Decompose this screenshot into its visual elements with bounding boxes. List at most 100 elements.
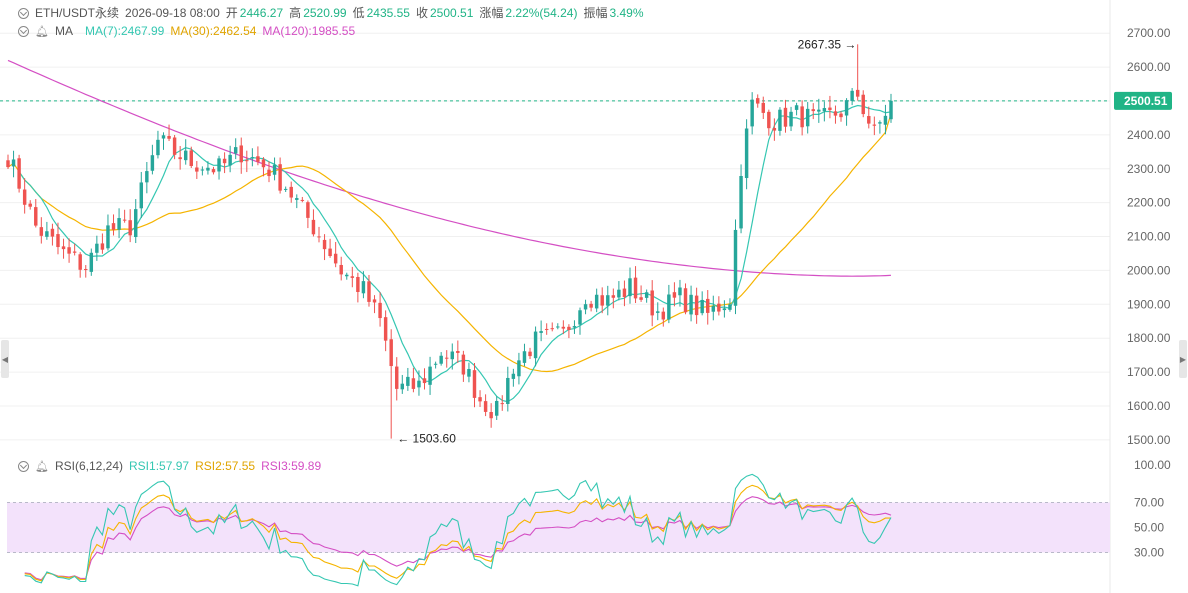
candle-body	[50, 228, 55, 237]
candle-body	[794, 105, 799, 110]
candle-body	[855, 89, 860, 97]
candle-body	[17, 158, 21, 189]
candle-body	[561, 326, 566, 329]
candle-body	[739, 176, 743, 229]
candle-body	[539, 331, 543, 333]
visibility-toggle-icon[interactable]	[18, 8, 29, 19]
candle-body	[89, 252, 94, 272]
candle-body	[606, 295, 610, 306]
candle-body	[450, 351, 454, 360]
rsi2-value: RSI2:57.55	[195, 459, 256, 473]
candle-body	[100, 243, 105, 250]
candle-body	[728, 304, 732, 310]
candle-body	[622, 288, 627, 297]
ma-legend: 🔔︎ MA MA(7):2467.99 MA(30):2462.54 MA(120):1…	[18, 23, 361, 40]
rsi-label: RSI(6,12,24)	[54, 459, 124, 473]
change-value: 2.22%(54.24)	[505, 6, 578, 20]
candle-body	[822, 108, 827, 112]
ma120-value: MA(120):1985.55	[262, 24, 356, 38]
candle-body	[411, 378, 416, 389]
rsi-lines	[24, 473, 892, 587]
rsi3-line	[24, 496, 892, 581]
price-tick-label: 1600.00	[1127, 399, 1171, 413]
rsi2-line	[24, 484, 891, 582]
candle-body	[233, 147, 238, 154]
candle-body	[256, 156, 260, 162]
visibility-toggle-icon[interactable]	[18, 26, 29, 37]
candle-body	[95, 243, 99, 253]
candle-body	[578, 310, 582, 325]
rsi1-value: RSI1:57.97	[129, 459, 190, 473]
candle-body	[172, 137, 177, 155]
visibility-toggle-icon[interactable]	[18, 461, 29, 472]
price-tick-label: 1700.00	[1127, 365, 1171, 379]
price-tick-label: 1900.00	[1127, 297, 1171, 311]
candle-body	[117, 218, 121, 230]
candle-body	[150, 155, 155, 171]
ma7-value: MA(7):2467.99	[84, 24, 165, 38]
candle-body	[122, 219, 127, 221]
high-value: 2520.99	[303, 6, 347, 20]
candle-body	[811, 109, 815, 112]
candle-body	[84, 269, 88, 271]
candle-body	[594, 294, 599, 309]
candle-body	[372, 299, 377, 303]
candle-body	[400, 383, 405, 390]
candle-body	[406, 376, 410, 386]
candle-body	[472, 370, 477, 398]
price-tick-label: 2600.00	[1127, 60, 1171, 74]
high-price-label: 2667.35 →	[798, 37, 857, 51]
candle-body	[328, 248, 332, 257]
scroll-right-icon[interactable]: ▶	[1179, 340, 1187, 378]
candle-body	[567, 326, 571, 330]
candle-body	[28, 203, 32, 207]
price-tick-label: 2300.00	[1127, 162, 1171, 176]
rsi3-value: RSI3:59.89	[261, 459, 322, 473]
scroll-left-icon[interactable]: ◀	[1, 340, 9, 378]
candle-body	[311, 219, 316, 235]
candle-body	[805, 108, 810, 127]
candle-body	[644, 292, 649, 298]
candle-body	[467, 369, 471, 377]
candle-body	[250, 157, 255, 159]
candle-body	[556, 326, 560, 328]
candle-body	[656, 311, 660, 313]
candle-body	[206, 167, 210, 171]
price-tick-label: 2100.00	[1127, 230, 1171, 244]
close-value: 2500.51	[430, 6, 474, 20]
candle-body	[39, 227, 44, 236]
price-tick-label: 2700.00	[1127, 26, 1171, 40]
ma120-line	[7, 59, 892, 277]
alarm-bell-icon[interactable]: 🔔︎	[35, 461, 49, 473]
candle-body	[345, 274, 349, 277]
candle-body	[861, 94, 865, 115]
grid-lines	[0, 0, 1111, 593]
candle-body	[761, 102, 765, 113]
candle-body	[639, 297, 643, 300]
candle-body	[711, 305, 716, 312]
candle-body	[755, 98, 760, 104]
candle-body	[678, 287, 682, 296]
candle-body	[839, 113, 843, 118]
amplitude-label: 振幅	[583, 6, 608, 20]
price-tick-label: 2400.00	[1127, 128, 1171, 142]
candle-body	[750, 99, 754, 127]
alarm-bell-icon[interactable]: 🔔︎	[35, 26, 49, 38]
candle-body	[867, 116, 871, 124]
candle-body	[161, 135, 166, 139]
candle-body	[22, 189, 27, 205]
candle-body	[533, 331, 538, 359]
candle-body	[134, 209, 138, 238]
open-label: 开	[225, 6, 238, 20]
ma-label: MA	[54, 24, 73, 38]
candle-body	[483, 401, 488, 412]
candle-body	[611, 295, 616, 298]
candle-body	[367, 281, 371, 302]
candle-body	[283, 188, 288, 190]
candle-body	[489, 412, 493, 419]
candle-body	[228, 154, 232, 166]
candle-body	[772, 128, 777, 131]
candle-body	[511, 373, 516, 379]
candle-body	[506, 377, 510, 404]
